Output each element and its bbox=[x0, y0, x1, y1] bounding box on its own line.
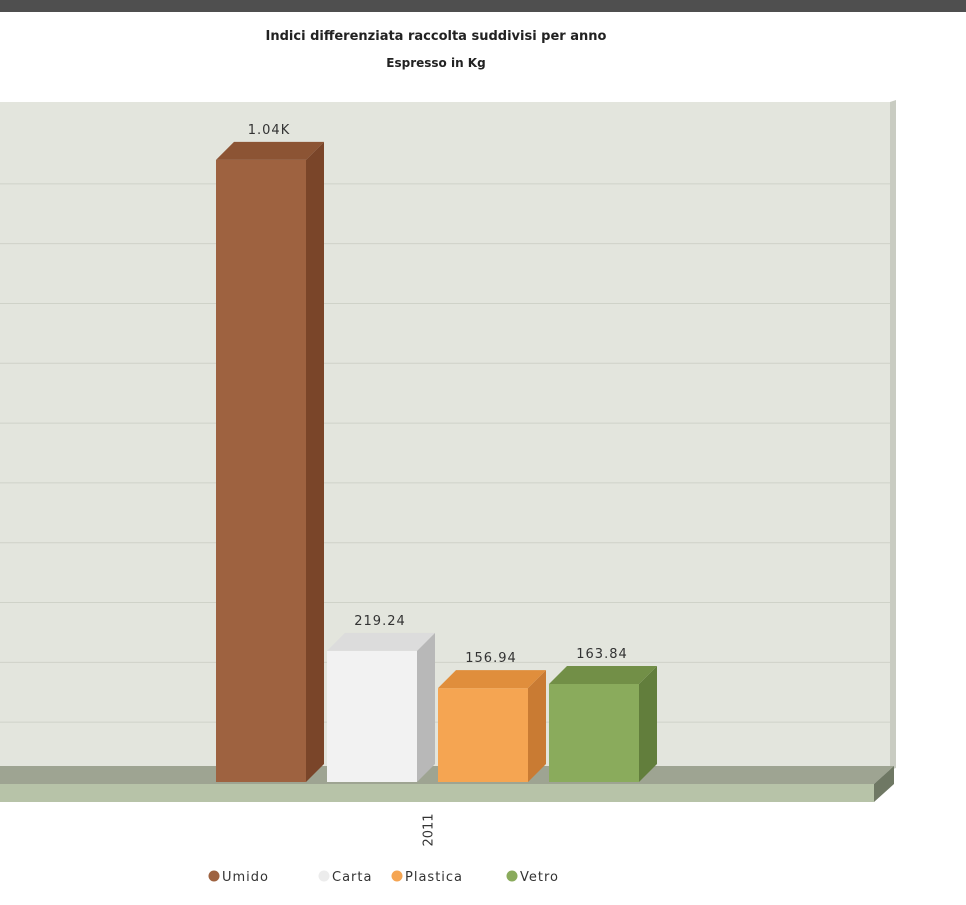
legend-marker bbox=[208, 870, 220, 882]
bar-top bbox=[438, 670, 546, 689]
chart-container: Indici differenziata raccolta suddivisi … bbox=[0, 12, 966, 901]
plot-wall-edge bbox=[890, 100, 896, 770]
bar-side bbox=[306, 141, 324, 782]
bar-side bbox=[639, 665, 657, 782]
bar-front bbox=[438, 688, 528, 782]
x-tick-label: 2011 bbox=[422, 813, 437, 846]
bar-umido: 1.04K bbox=[216, 123, 324, 782]
legend-marker bbox=[318, 870, 330, 882]
floor-side bbox=[874, 766, 894, 802]
chart-title: Indici differenziata raccolta suddivisi … bbox=[266, 29, 607, 44]
bar-front bbox=[327, 650, 417, 782]
bar-vetro: 163.84 bbox=[549, 647, 657, 782]
x-axis: 2011 bbox=[422, 813, 437, 846]
legend-item-vetro[interactable]: Vetro bbox=[506, 870, 560, 885]
bar-side bbox=[417, 632, 435, 782]
legend-label: Vetro bbox=[520, 870, 559, 885]
legend-item-plastica[interactable]: Plastica bbox=[391, 870, 464, 885]
bar-carta: 219.24 bbox=[327, 614, 435, 782]
plot-background bbox=[0, 102, 890, 782]
legend-marker bbox=[391, 870, 403, 882]
legend: Umido Carta Plastica Vetro bbox=[208, 870, 560, 885]
legend-label: Umido bbox=[222, 870, 269, 885]
data-label: 219.24 bbox=[354, 614, 406, 629]
legend-label: Carta bbox=[332, 870, 372, 885]
chart-subtitle: Espresso in Kg bbox=[386, 56, 485, 70]
legend-item-carta[interactable]: Carta bbox=[318, 870, 373, 885]
bar-front bbox=[216, 159, 306, 782]
plot-area bbox=[0, 100, 896, 802]
data-label: 1.04K bbox=[248, 123, 290, 138]
bars-group: 1.04K 219.24 156.94 163.84 bbox=[216, 123, 657, 782]
legend-label: Plastica bbox=[405, 870, 463, 885]
bar-top bbox=[327, 632, 435, 651]
legend-item-umido[interactable]: Umido bbox=[208, 870, 270, 885]
floor-front bbox=[0, 784, 874, 802]
bar-top bbox=[549, 665, 657, 684]
data-label: 156.94 bbox=[465, 651, 517, 666]
bar-front bbox=[549, 683, 639, 782]
window-top-bar bbox=[0, 0, 966, 12]
bar-plastica: 156.94 bbox=[438, 651, 546, 782]
data-label: 163.84 bbox=[576, 647, 628, 662]
bar-side bbox=[528, 670, 546, 782]
bar-top bbox=[216, 141, 324, 160]
legend-marker bbox=[506, 870, 518, 882]
bar-chart: Indici differenziata raccolta suddivisi … bbox=[0, 29, 896, 885]
